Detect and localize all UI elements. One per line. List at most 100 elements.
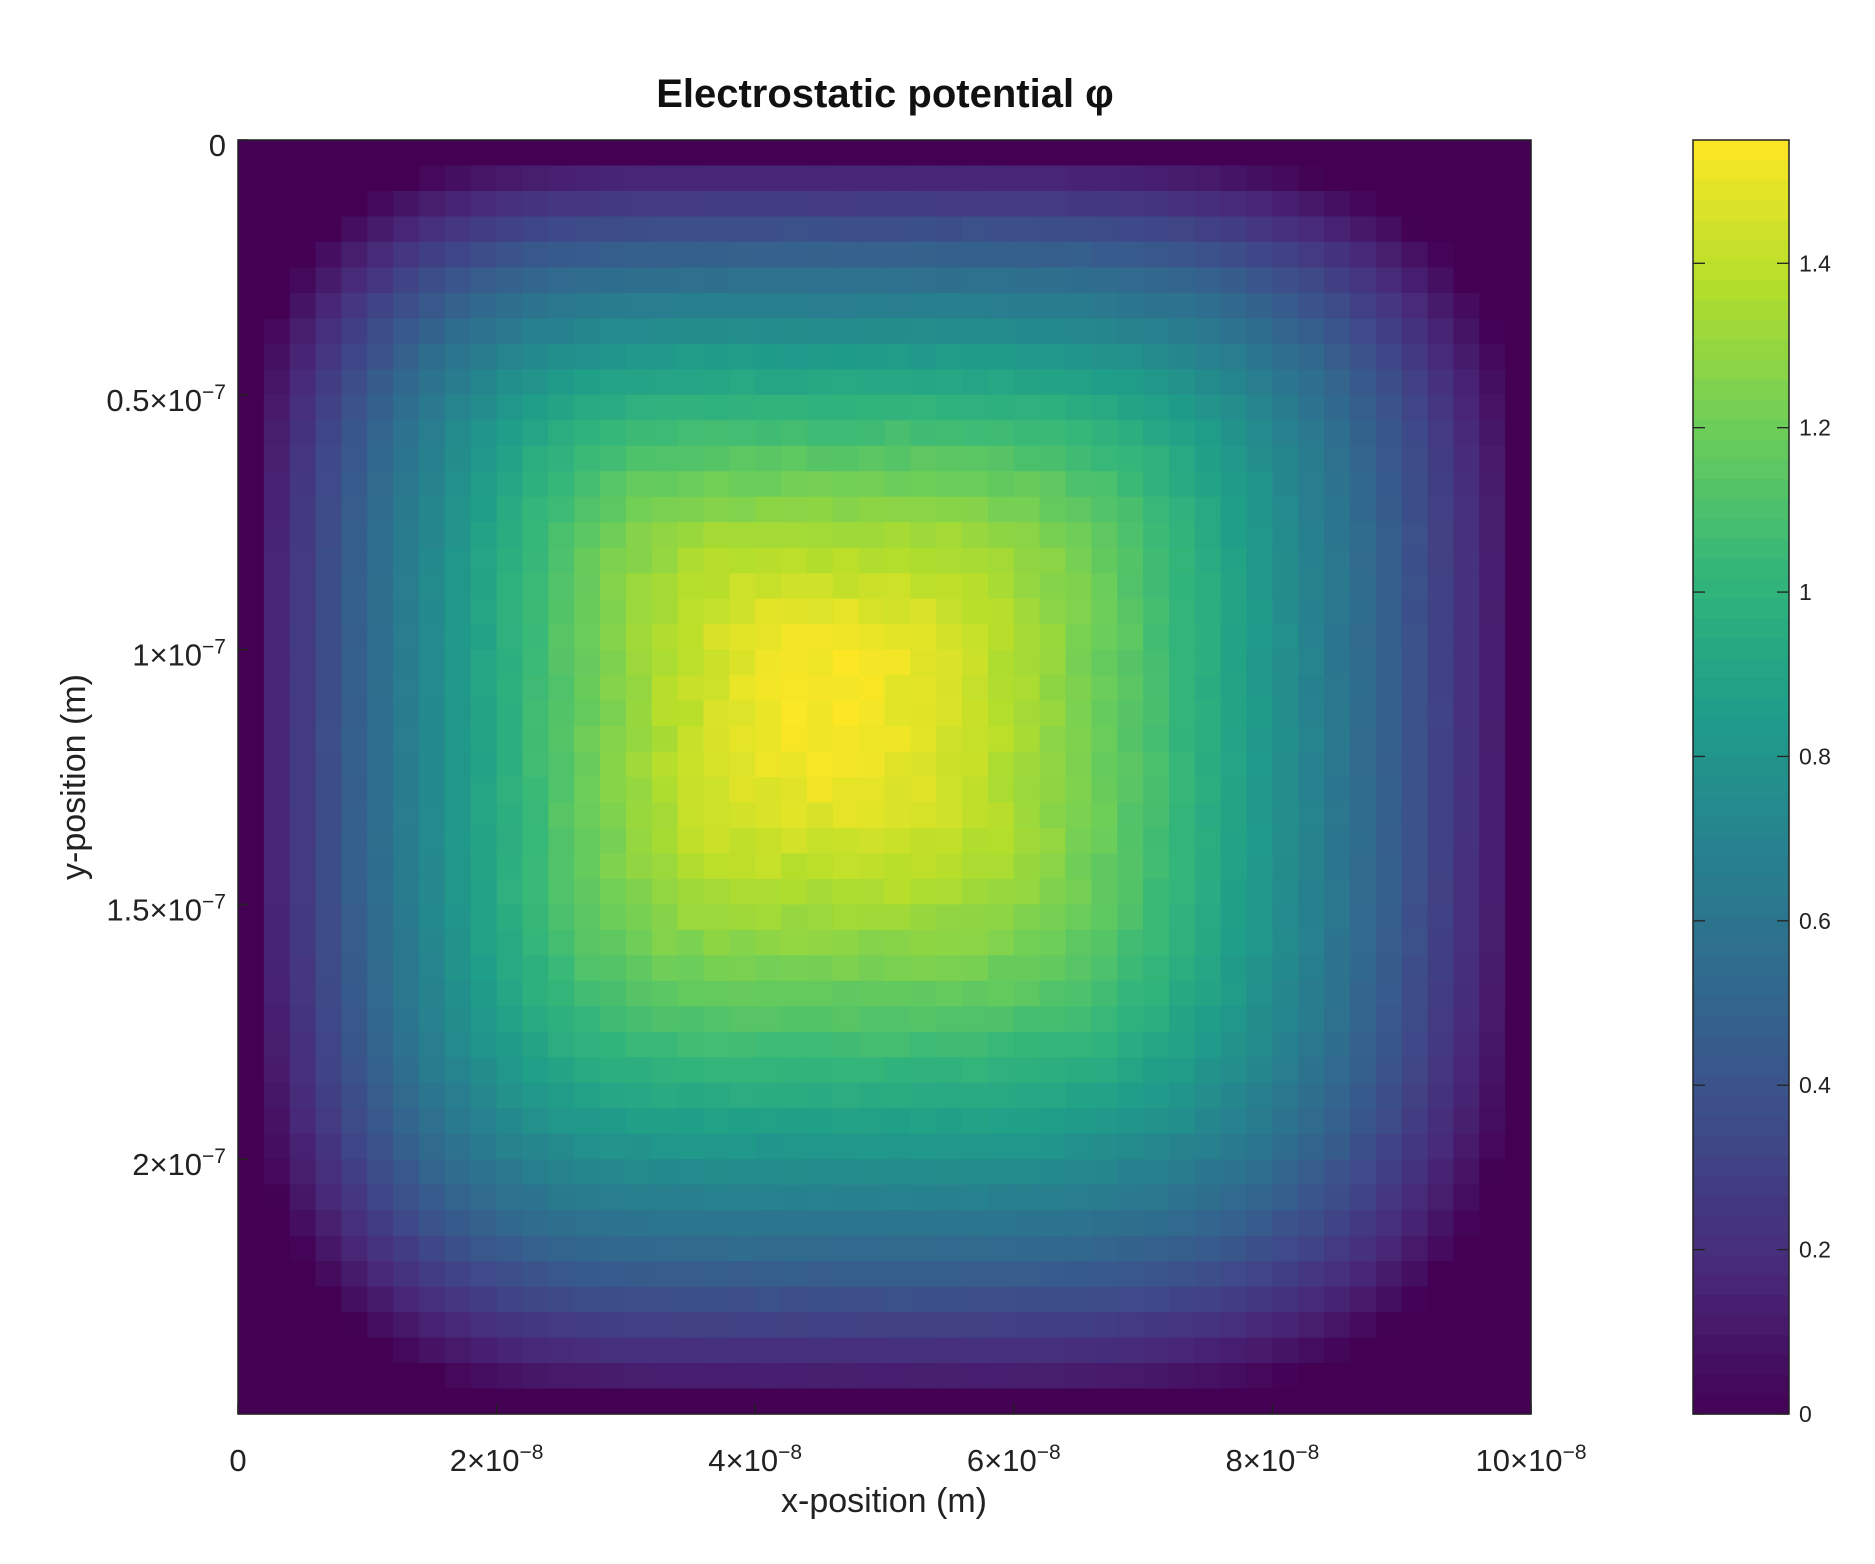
heatmap-cell [548,343,575,370]
heatmap-cell [755,878,782,905]
heatmap-cell [574,420,601,447]
heatmap-cell [289,1184,317,1211]
heatmap-cell [651,292,679,319]
heatmap-cell [910,1286,937,1313]
heatmap-cell [1505,853,1532,880]
heatmap-cell [315,955,343,982]
heatmap-cell [755,700,782,727]
heatmap-cell [419,1006,446,1033]
heatmap-cell [393,624,420,651]
heatmap-cell [419,853,446,880]
heatmap-cell [444,751,472,778]
heatmap-cell [1349,751,1377,778]
heatmap-cell [367,1235,394,1262]
heatmap-cell [574,1261,601,1288]
heatmap-cell [1505,1388,1532,1415]
heatmap-cell [1039,1337,1067,1364]
heatmap-cell [238,853,265,880]
heatmap-cell [238,955,265,982]
heatmap-cell [1091,1388,1118,1415]
heatmap-cell [1298,1108,1325,1135]
heatmap-cell [1013,343,1041,370]
heatmap-cell [548,1184,575,1211]
heatmap-cell [910,1006,937,1033]
heatmap-cell [1349,190,1377,218]
heatmap-cell [1479,318,1506,345]
heatmap-cell [393,471,420,498]
heatmap-cell [1479,1108,1506,1135]
heatmap-cell [1427,1210,1455,1237]
heatmap-cell [1401,267,1429,294]
heatmap-cell [419,420,446,447]
heatmap-cell [729,929,756,956]
heatmap-cell [470,369,498,396]
heatmap-cell [263,1031,291,1058]
heatmap-cell [703,929,730,956]
heatmap-cell [1453,140,1480,167]
heatmap-cell [677,1108,705,1135]
heatmap-cell [729,1184,756,1211]
heatmap-cell [574,1337,601,1364]
heatmap-cell [1401,343,1429,370]
heatmap-cell [987,547,1015,574]
heatmap-cell [962,496,989,523]
heatmap-cell [1117,1312,1144,1339]
heatmap-cell [1324,1337,1351,1364]
heatmap-cell [1168,1261,1196,1288]
heatmap-cell [522,649,549,676]
heatmap-cell [289,343,317,370]
heatmap-cell [1117,522,1144,549]
heatmap-cell [289,980,317,1007]
heatmap-cell [1324,1388,1351,1415]
heatmap-cell [444,445,472,472]
heatmap-cell [625,1031,653,1058]
heatmap-cell [987,853,1015,880]
heatmap-cell [1246,1133,1273,1160]
heatmap-cell [367,1133,394,1160]
heatmap-cell [444,241,472,268]
heatmap-cell [419,1388,446,1415]
heatmap-cell [1324,190,1351,218]
heatmap-cell [936,216,963,243]
heatmap-cell [393,343,420,370]
heatmap-cell [1117,726,1144,753]
heatmap-cell [1324,624,1351,651]
heatmap-cell [1143,1082,1170,1109]
heatmap-cell [1246,522,1273,549]
heatmap-cell [832,878,860,905]
heatmap-cell [470,929,498,956]
heatmap-cell [625,190,653,218]
heatmap-cell [470,1108,498,1135]
heatmap-cell [1013,853,1041,880]
heatmap-cell [1065,598,1092,625]
x-tick-label: 0 [229,1443,246,1478]
heatmap-cell [1349,853,1377,880]
heatmap-cell [1065,1261,1092,1288]
heatmap-cell [832,1235,860,1262]
heatmap-cell [962,700,989,727]
heatmap-cell [936,394,963,421]
heatmap-cell [1143,318,1170,345]
heatmap-cell [548,369,575,396]
heatmap-cell [238,445,265,472]
heatmap-cell [755,1312,782,1339]
colorbar-segment [1693,1274,1789,1296]
heatmap-cell [703,700,730,727]
heatmap-cell [625,624,653,651]
heatmap-cell [806,1108,834,1135]
heatmap-cell [1375,777,1403,804]
heatmap-cell [936,318,963,345]
heatmap-cell [419,878,446,905]
heatmap-cell [341,496,368,523]
heatmap-cell [393,216,420,243]
heatmap-cell [393,573,420,600]
heatmap-cell [1453,700,1480,727]
heatmap-cell [1220,1286,1248,1313]
heatmap-cell [367,980,394,1007]
heatmap-cell [574,827,601,855]
heatmap-cell [289,929,317,956]
heatmap-cell [755,573,782,600]
heatmap-cell [858,190,886,218]
heatmap-cell [1401,522,1429,549]
heatmap-cell [600,955,627,982]
